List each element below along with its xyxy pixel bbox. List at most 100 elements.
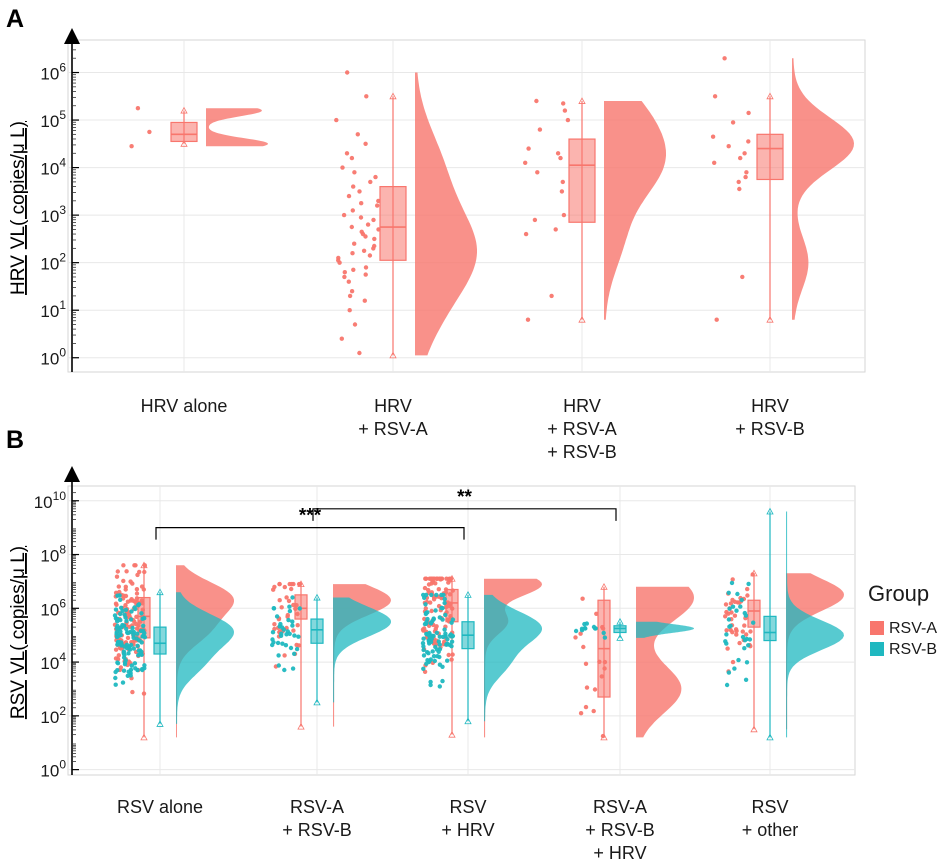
legend: Group RSV-A RSV-B [868,581,937,658]
data-point [364,94,369,99]
data-point [277,581,282,587]
data-point [437,642,442,647]
data-point [730,604,736,609]
data-point [121,649,127,654]
y-axis-title: RSV VL( copies/μ L) [8,546,29,719]
y-tick-label: 104 [40,156,66,179]
data-point [113,682,118,687]
data-point [118,617,123,623]
data-point [349,289,355,294]
box-body [153,626,167,655]
data-point [425,610,430,615]
data-point [450,617,456,622]
data-point [117,589,122,595]
data-point [434,624,439,629]
y-tick-base: 10 [40,708,59,727]
data-point [443,612,448,618]
data-point [285,612,290,618]
outlier-marker [389,351,397,359]
y-tick-label: 1010 [34,489,67,512]
data-point [748,629,753,634]
outlier-marker [297,722,305,730]
data-point [363,272,368,277]
data-point [122,612,127,617]
y-tick-label: 104 [40,650,66,673]
y-axis-title-main: VL( copies/μ L) [8,546,29,674]
x-category-label: RSV-A [290,797,344,817]
box-body [763,615,777,642]
data-point [282,584,287,590]
outlier-marker [156,720,164,727]
data-point [147,129,152,135]
panel-a-label: A [6,5,24,33]
data-point [591,708,596,714]
data-point [363,265,369,270]
data-point [555,151,561,156]
y-tick-exponent: 1 [59,298,66,312]
data-point [113,607,119,612]
x-category-label: + HRV [593,843,646,862]
data-point [724,609,729,615]
data-point [136,648,141,653]
data-point [432,658,437,664]
data-point [446,652,451,658]
y-tick-base: 10 [40,302,59,321]
data-point [581,644,586,650]
data-point [431,633,436,639]
x-category-label: + RSV-B [585,820,655,840]
data-point [271,640,276,645]
outlier-marker [180,139,188,147]
data-point [141,623,146,628]
data-point [334,117,339,123]
data-point [121,578,126,584]
data-point [127,613,132,618]
data-point [440,634,446,640]
data-point [363,141,368,146]
data-point [437,647,443,652]
y-tick-label: 101 [40,298,66,321]
box-body [747,599,761,628]
data-point [272,584,277,590]
data-point [289,586,294,592]
y-tick-exponent: 5 [59,108,66,122]
data-point [742,151,747,156]
x-category-label: HRV [751,396,789,416]
data-point [583,661,589,666]
data-point [584,621,589,626]
data-point [287,581,292,587]
data-point [746,581,751,587]
data-point [449,639,455,644]
x-category-label: + other [742,820,799,840]
data-point [129,609,134,614]
box-body [756,133,784,181]
data-point [137,651,143,657]
data-point [560,179,565,185]
data-point [134,587,140,592]
data-point [296,634,301,639]
data-point [136,602,142,607]
data-point [724,632,729,637]
y-tick-base: 10 [40,547,59,566]
data-point [123,593,129,599]
data-point [744,632,749,637]
data-point [113,675,118,681]
data-point [340,165,345,170]
data-point [523,231,529,237]
y-tick-label: 106 [40,61,66,84]
data-point [128,673,133,678]
data-point [726,590,731,595]
significance-bracket [155,527,465,540]
data-point [433,644,438,650]
data-point [740,274,745,280]
data-point [342,274,347,280]
data-point [559,189,565,194]
data-point [710,134,716,139]
data-point [291,628,296,633]
outlier-marker [766,507,774,515]
data-point [139,584,145,589]
data-point [352,241,357,246]
data-point [592,687,598,692]
y-tick-base: 10 [40,112,59,131]
data-point [729,610,734,615]
